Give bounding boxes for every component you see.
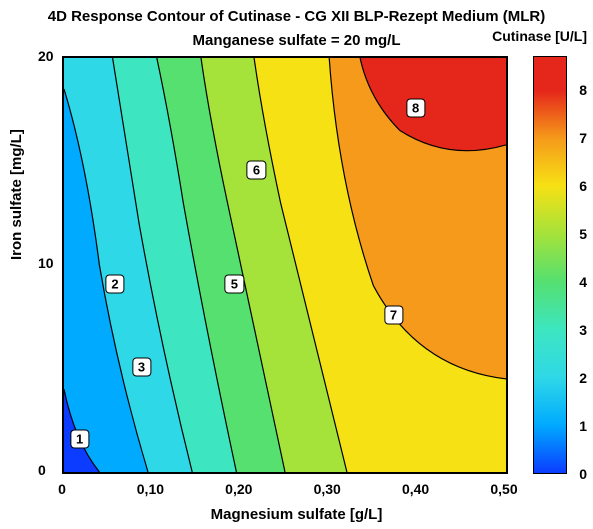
contour-label: 2 xyxy=(105,274,124,293)
colorbar-tick: 2 xyxy=(579,370,587,386)
colorbar-tick: 4 xyxy=(579,274,587,290)
x-axis-label: Magnesium sulfate [g/L] xyxy=(0,506,593,523)
colorbar-tick: 3 xyxy=(579,322,587,338)
y-tick: 0 xyxy=(38,462,46,478)
contour-label: 1 xyxy=(70,429,89,448)
contour-label: 6 xyxy=(247,160,266,179)
colorbar-tick: 6 xyxy=(579,178,587,194)
x-tick: 0,20 xyxy=(225,481,252,497)
contour-label: 8 xyxy=(406,98,425,117)
x-tick: 0,30 xyxy=(314,481,341,497)
colorbar-tick: 1 xyxy=(579,418,587,434)
contour-label: 5 xyxy=(225,274,244,293)
x-tick: 0,10 xyxy=(137,481,164,497)
colorbar xyxy=(533,56,567,474)
colorbar-tick: 0 xyxy=(579,466,587,482)
contour-label: 3 xyxy=(132,357,151,376)
colorbar-title: Cutinase [U/L] xyxy=(492,28,587,44)
chart-title: 4D Response Contour of Cutinase - CG XII… xyxy=(0,8,593,25)
colorbar-tick: 8 xyxy=(579,82,587,98)
x-tick: 0,50 xyxy=(490,481,517,497)
colorbar-tick: 7 xyxy=(579,130,587,146)
y-tick: 10 xyxy=(38,255,54,271)
colorbar-tick: 5 xyxy=(579,226,587,242)
x-tick: 0 xyxy=(58,481,66,497)
y-axis-label: Iron sulfate [mg/L] xyxy=(8,129,25,260)
contour-label: 7 xyxy=(384,305,403,324)
x-tick: 0,40 xyxy=(402,481,429,497)
contour-plot xyxy=(62,56,508,474)
y-tick: 20 xyxy=(38,48,54,64)
